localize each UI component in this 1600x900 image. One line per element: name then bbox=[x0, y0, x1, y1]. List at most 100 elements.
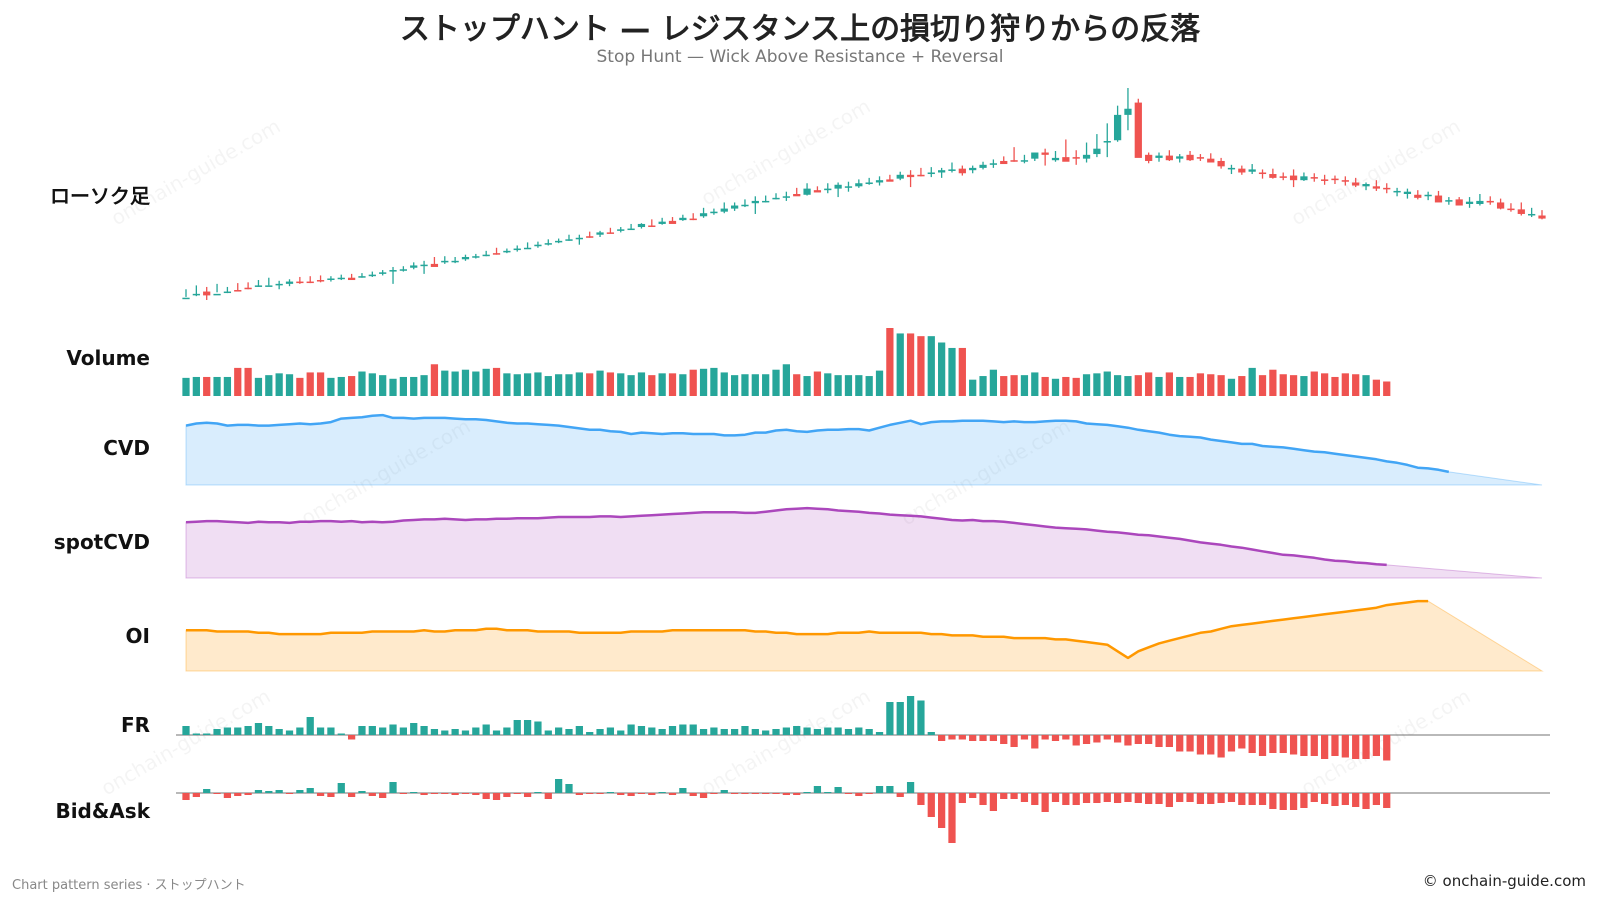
candle-body bbox=[420, 264, 428, 267]
bidask-bar bbox=[803, 792, 811, 793]
fr-bar bbox=[296, 727, 304, 735]
bidask-bar bbox=[575, 793, 583, 795]
fr-bar bbox=[1217, 735, 1225, 758]
fr-bar bbox=[347, 735, 356, 740]
fr-bar bbox=[886, 702, 894, 735]
volume-bar bbox=[534, 372, 542, 396]
fr-bar bbox=[254, 723, 263, 735]
volume-bar bbox=[834, 375, 842, 396]
candle-body bbox=[503, 250, 511, 253]
bidask-bar bbox=[762, 793, 770, 794]
bidask-bar bbox=[399, 793, 407, 794]
volume-bar bbox=[327, 377, 335, 396]
bidask-bar bbox=[1134, 793, 1142, 803]
candle-body bbox=[1062, 157, 1070, 162]
bidask-bar bbox=[989, 793, 998, 811]
footer-copyright: © onchain-guide.com bbox=[1422, 872, 1586, 890]
fr-bar bbox=[1155, 735, 1163, 747]
candle-body bbox=[1010, 160, 1018, 162]
candle-body bbox=[254, 285, 263, 287]
candle-body bbox=[1124, 108, 1132, 115]
fr-bar bbox=[1258, 735, 1267, 756]
candle-body bbox=[565, 239, 573, 241]
candle-body bbox=[1072, 157, 1080, 159]
candle-body bbox=[316, 280, 325, 282]
candle-body bbox=[1507, 208, 1515, 211]
cvd-line bbox=[185, 413, 1450, 474]
fr-bar bbox=[1310, 735, 1318, 756]
volume-bar bbox=[1145, 372, 1153, 396]
fr-bar bbox=[1020, 735, 1029, 740]
volume-bar bbox=[296, 377, 304, 396]
fr-bar bbox=[1372, 735, 1381, 756]
fr-bar bbox=[1134, 735, 1142, 744]
fr-bar bbox=[689, 724, 697, 735]
volume-bar bbox=[461, 369, 470, 396]
bidask-bar bbox=[855, 793, 863, 796]
bidask-bar bbox=[875, 786, 884, 793]
candle-body bbox=[762, 200, 770, 203]
bidask-bar bbox=[182, 793, 190, 800]
candle-body bbox=[410, 265, 418, 268]
fr-bar bbox=[316, 727, 325, 735]
volume-bar bbox=[1062, 376, 1070, 396]
candle-body bbox=[751, 200, 759, 204]
bidask-bar bbox=[844, 793, 853, 794]
fr-bar bbox=[472, 727, 480, 735]
bidask-bar bbox=[451, 793, 459, 795]
fr-bar bbox=[420, 726, 428, 735]
bidask-bar bbox=[555, 779, 563, 793]
bidask-bar bbox=[1248, 793, 1256, 805]
bidask-bar bbox=[979, 793, 987, 805]
panel-label-spotcvd: spotCVD bbox=[53, 530, 150, 554]
fr-bar bbox=[948, 735, 956, 740]
volume-bar bbox=[844, 375, 853, 396]
candle-body bbox=[1383, 187, 1391, 190]
volume-bar bbox=[192, 376, 200, 396]
panel-label-fr: FR bbox=[120, 713, 150, 737]
candle-body bbox=[1310, 177, 1318, 179]
volume-bar bbox=[855, 375, 863, 396]
bidask-bar bbox=[1010, 793, 1018, 799]
fr-bar bbox=[793, 726, 801, 735]
fr-bar bbox=[503, 727, 511, 735]
fr-bar bbox=[648, 727, 656, 735]
candle-body bbox=[513, 248, 521, 251]
bidask-bar bbox=[834, 787, 842, 793]
volume-bar bbox=[306, 372, 314, 396]
candle-body bbox=[1372, 186, 1381, 189]
volume-bar bbox=[451, 371, 459, 396]
candle-body bbox=[285, 281, 294, 284]
bidask-bar bbox=[223, 793, 232, 798]
volume-bar bbox=[244, 367, 252, 396]
bidask-bar bbox=[254, 790, 263, 793]
bidask-bar bbox=[275, 790, 283, 793]
fr-bar bbox=[772, 729, 780, 735]
bidask-bar bbox=[1321, 793, 1329, 804]
candle-body bbox=[606, 232, 615, 234]
fr-bar bbox=[1000, 735, 1008, 744]
candle-body bbox=[1093, 148, 1101, 155]
volume-bar bbox=[741, 374, 749, 396]
volume-bar bbox=[1134, 375, 1142, 396]
volume-bar bbox=[969, 379, 977, 396]
volume-bar bbox=[938, 342, 946, 396]
fr-bar bbox=[1269, 735, 1277, 753]
bidask-bar bbox=[668, 793, 677, 795]
bidask-bar bbox=[1062, 793, 1070, 805]
fr-bar bbox=[399, 727, 407, 735]
fr-bar bbox=[182, 726, 190, 735]
bidask-bar bbox=[513, 793, 521, 794]
bidask-bar bbox=[461, 793, 470, 794]
bidask-bar bbox=[938, 793, 946, 828]
bidask-bar bbox=[544, 793, 552, 799]
bidask-bar bbox=[627, 793, 635, 796]
bidask-bar bbox=[710, 793, 718, 794]
bidask-bar bbox=[730, 793, 739, 794]
fr-bar bbox=[1383, 735, 1391, 761]
bidask-bar bbox=[265, 791, 273, 793]
fr-bar bbox=[699, 729, 708, 735]
bidask-bar bbox=[503, 793, 511, 797]
volume-bar bbox=[1269, 369, 1277, 396]
volume-bar bbox=[337, 376, 345, 396]
